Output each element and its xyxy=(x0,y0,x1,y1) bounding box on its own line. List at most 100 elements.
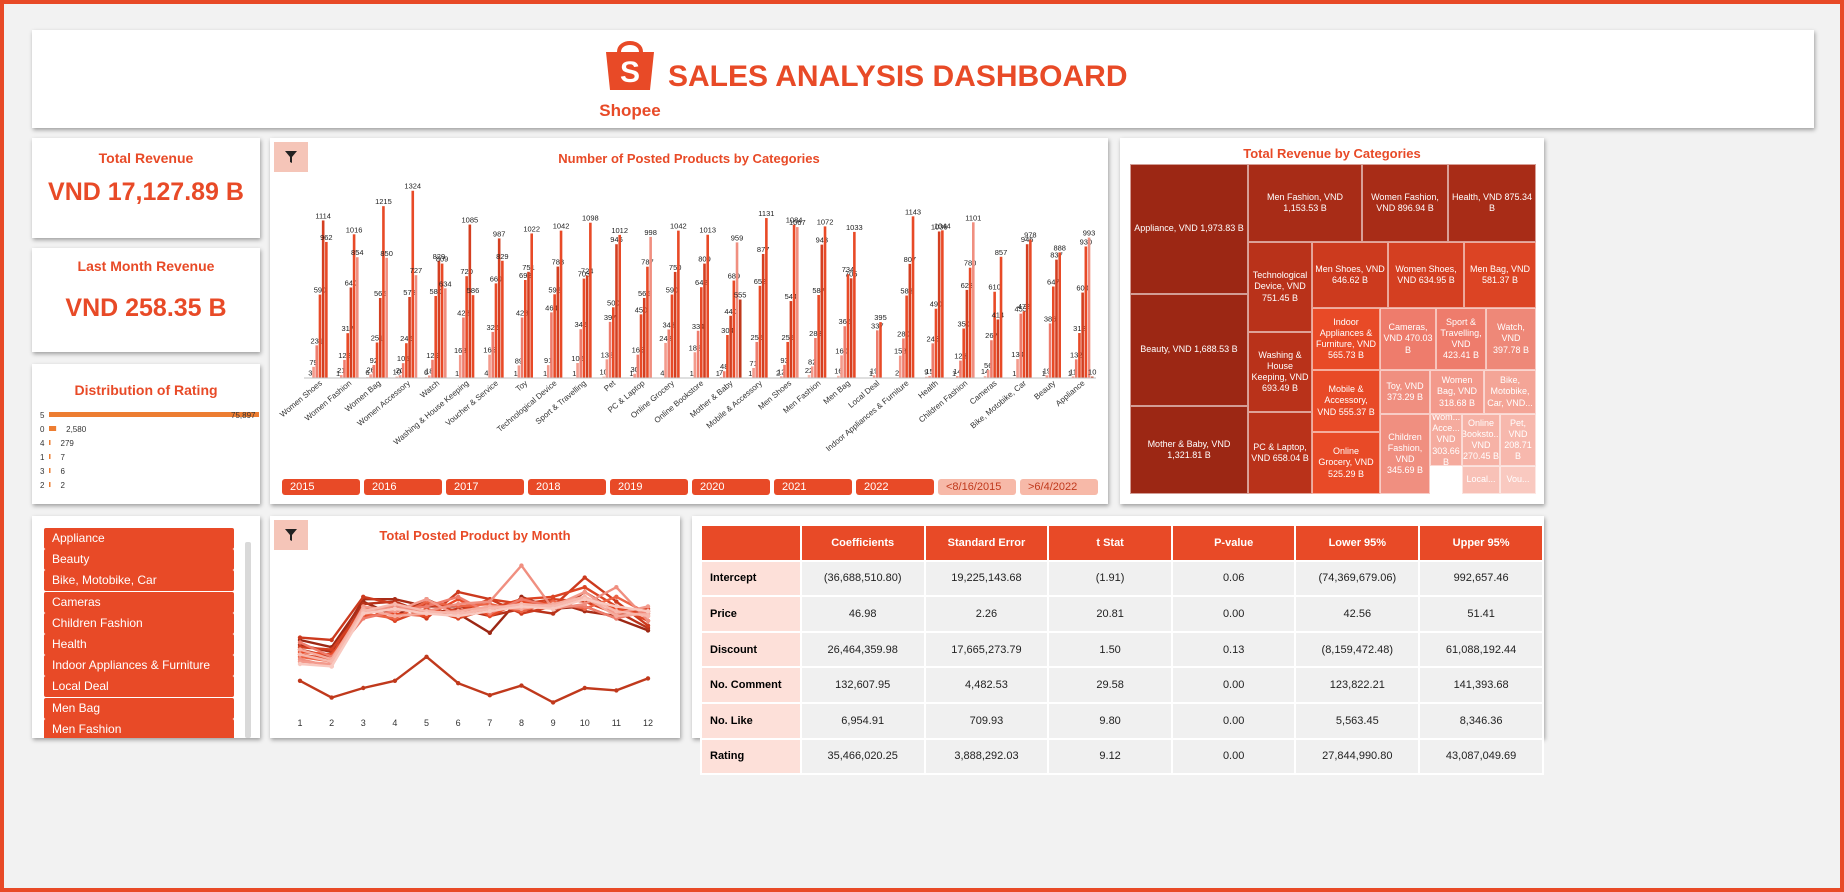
treemap-tile[interactable]: Sport & Travelling, VND 423.41 B xyxy=(1436,308,1486,370)
posted-bar-label: 56 xyxy=(984,361,992,370)
posted-bar-label: 267 xyxy=(985,331,998,340)
table-header: Lower 95% xyxy=(1294,524,1421,562)
posted-bar-label: 1 xyxy=(869,369,873,378)
table-row: Rating 35,466,020.25 3,888,292.03 9.12 0.00 2… xyxy=(700,737,1544,776)
table-header: Upper 95% xyxy=(1418,524,1544,562)
date-range-button[interactable]: >6/4/2022 xyxy=(1020,479,1098,495)
treemap-tile[interactable]: Wom... Acce... VND 303.66 B xyxy=(1430,414,1462,466)
slicer-item[interactable]: Children Fashion xyxy=(44,612,234,634)
treemap-tile[interactable]: Men Shoes, VND 646.62 B xyxy=(1312,242,1388,308)
posted-bar xyxy=(941,230,944,378)
posted-bar-label: 693 xyxy=(519,271,532,280)
table-cell: 4,482.53 xyxy=(923,666,1050,704)
table-cell: 709.93 xyxy=(923,701,1050,740)
monthly-filter-button[interactable] xyxy=(274,520,308,550)
slicer-item[interactable]: Appliance xyxy=(44,528,234,549)
slicer-scrollbar[interactable] xyxy=(245,542,251,738)
posted-bar xyxy=(527,271,530,378)
date-range-button[interactable]: <8/16/2015 xyxy=(938,479,1016,495)
treemap-tile[interactable]: Toy, VND 373.29 B xyxy=(1380,370,1430,414)
slicer-item[interactable]: Men Fashion xyxy=(44,718,234,738)
revenue-treemap: Appliance, VND 1,973.83 B Beauty, VND 1,6… xyxy=(1130,164,1536,494)
posted-bar xyxy=(677,230,680,378)
treemap-tile[interactable]: Cameras, VND 470.03 B xyxy=(1380,308,1436,370)
treemap-tile[interactable]: Mobile & Accessory, VND 555.37 B xyxy=(1312,370,1380,432)
treemap-tile[interactable]: Washing & House Keeping, VND 693.49 B xyxy=(1248,332,1312,412)
slicer-item[interactable]: Local Deal xyxy=(44,676,234,698)
treemap-tile[interactable]: Women Bag, VND 318.68 B xyxy=(1430,370,1484,414)
rating-label: 1 xyxy=(40,453,45,462)
posted-bar xyxy=(642,297,646,378)
rating-bar xyxy=(49,412,259,417)
treemap-tile[interactable]: Mother & Baby, VND 1,321.81 B xyxy=(1130,406,1248,494)
year-button-2017[interactable]: 2017 xyxy=(446,479,524,495)
year-button-2015[interactable]: 2015 xyxy=(282,479,360,495)
slicer-item[interactable]: Men Bag xyxy=(44,697,234,719)
filter-button[interactable] xyxy=(274,142,308,172)
posted-bar-label: 1131 xyxy=(758,209,774,218)
treemap-tile[interactable]: Children Fashion, VND 345.69 B xyxy=(1380,414,1430,494)
posted-bar xyxy=(556,266,560,378)
posted-bar xyxy=(876,330,879,378)
treemap-tile[interactable]: Online Grocery, VND 525.29 B xyxy=(1312,432,1380,494)
treemap-tile[interactable]: Online Booksto... VND 270.45 B xyxy=(1462,414,1500,466)
posted-bar xyxy=(582,278,586,378)
posted-bar xyxy=(999,256,1003,378)
rating-value-label: 2,580 xyxy=(66,425,87,434)
year-button-2019[interactable]: 2019 xyxy=(610,479,688,495)
posted-bar-label: 283 xyxy=(809,329,822,338)
posted-bar xyxy=(491,331,495,378)
posted-bar xyxy=(1084,246,1088,378)
year-button-2021[interactable]: 2021 xyxy=(774,479,852,495)
year-button-2020[interactable]: 2020 xyxy=(692,479,770,495)
treemap-tile[interactable]: Men Fashion, VND 1,153.53 B xyxy=(1248,164,1362,242)
posted-bar-label: 6 xyxy=(365,368,369,377)
table-cell: 5,563.45 xyxy=(1294,701,1421,740)
monthly-point xyxy=(519,563,524,568)
posted-bar xyxy=(735,242,739,378)
slicer-item[interactable]: Health xyxy=(44,634,234,655)
treemap-tile[interactable]: Watch, VND 397.78 B xyxy=(1486,308,1536,370)
posted-bar-label: 647 xyxy=(1047,277,1060,286)
treemap-tile[interactable]: Appliance, VND 1,973.83 B xyxy=(1130,164,1248,294)
posted-bar xyxy=(585,275,589,378)
treemap-tile[interactable]: Vou... xyxy=(1500,466,1536,494)
posted-bar xyxy=(703,263,706,378)
slicer-item[interactable]: Cameras xyxy=(44,591,234,613)
treemap-tile[interactable]: Health, VND 875.34 B xyxy=(1448,164,1536,242)
posted-bar-label: 48 xyxy=(720,362,728,371)
treemap-tile[interactable]: PC & Laptop, VND 658.04 B xyxy=(1248,412,1312,494)
treemap-tile[interactable]: Women Fashion, VND 896.94 B xyxy=(1362,164,1448,242)
posted-bar xyxy=(378,297,382,378)
last-month-revenue-card: Last Month Revenue VND 258.35 B xyxy=(32,248,260,352)
monthly-point xyxy=(329,695,334,700)
treemap-tile[interactable]: Local... xyxy=(1462,466,1500,494)
treemap-tile[interactable]: Indoor Appliances & Furniture, VND 565.7… xyxy=(1312,308,1380,370)
slicer-item[interactable]: Beauty xyxy=(44,549,234,571)
treemap-tile[interactable]: Beauty, VND 1,688.53 B xyxy=(1130,294,1248,406)
posted-bar xyxy=(983,376,987,378)
posted-bar-label: 490 xyxy=(930,300,943,309)
posted-bar-label: 854 xyxy=(351,248,364,257)
year-button-2018[interactable]: 2018 xyxy=(528,479,606,495)
year-button-2022[interactable]: 2022 xyxy=(856,479,934,495)
treemap-tile[interactable]: Technological Device, VND 751.45 B xyxy=(1248,242,1312,332)
treemap-tile[interactable]: Bike, Motobike, Car, VND... xyxy=(1484,370,1536,414)
posted-bar xyxy=(1016,359,1019,378)
treemap-tile[interactable]: Women Shoes, VND 634.95 B xyxy=(1388,242,1464,308)
posted-bar-label: 500 xyxy=(607,298,620,307)
treemap-tile[interactable]: Pet, VND 208.71 B xyxy=(1500,414,1536,466)
posted-bar xyxy=(738,299,742,378)
monthly-point xyxy=(519,683,524,688)
posted-bar-label: 573 xyxy=(403,288,416,297)
treemap-tile[interactable]: Men Bag, VND 581.37 B xyxy=(1464,242,1536,308)
table-cell: 2.26 xyxy=(923,595,1050,633)
year-button-2016[interactable]: 2016 xyxy=(364,479,442,495)
slicer-item[interactable]: Bike, Motobike, Car xyxy=(44,570,234,592)
posted-bar xyxy=(615,244,618,378)
month-tick-label: 4 xyxy=(392,718,397,728)
row-header: Discount xyxy=(700,630,802,669)
posted-bar-label: 93 xyxy=(780,356,788,365)
posted-bar-label: 334 xyxy=(692,322,705,331)
slicer-item[interactable]: Indoor Appliances & Furniture xyxy=(44,655,234,677)
